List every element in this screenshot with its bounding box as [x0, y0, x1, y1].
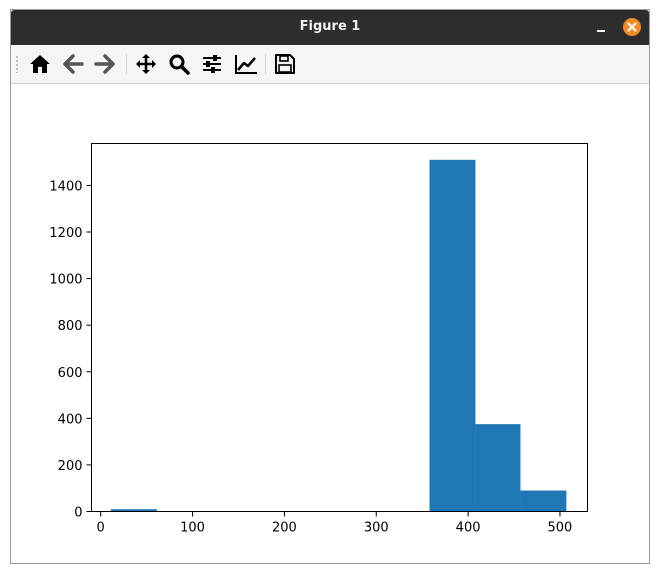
x-tick-label: 0	[97, 521, 105, 536]
toolbar-separator	[126, 54, 127, 74]
toolbar-grip[interactable]	[15, 55, 19, 73]
y-tick-label: 0	[74, 506, 82, 521]
close-icon	[627, 22, 637, 32]
y-tick-label: 600	[58, 366, 83, 381]
pan-button[interactable]	[133, 51, 159, 77]
toolbar-separator	[265, 54, 266, 74]
histogram-chart[interactable]: 0 100 200 300 400 500 0 200 400 600 800 1000 1200 140…	[11, 84, 649, 564]
plot-axes-frame	[91, 143, 588, 512]
histogram-bar	[475, 424, 521, 512]
y-tick-label: 1000	[49, 273, 82, 288]
forward-button[interactable]	[92, 51, 118, 77]
sliders-icon	[203, 55, 221, 73]
histogram-bar	[429, 159, 476, 512]
save-button[interactable]	[272, 51, 298, 77]
x-tick-label: 500	[548, 521, 573, 536]
back-button[interactable]	[60, 51, 86, 77]
close-button[interactable]	[623, 18, 641, 36]
x-tick-label: 100	[180, 521, 205, 536]
histogram-bar	[520, 490, 567, 512]
window-title: Figure 1	[299, 19, 361, 34]
y-tick-label: 400	[58, 412, 83, 427]
histogram-bar	[110, 509, 157, 512]
y-tick-label: 200	[58, 459, 83, 474]
x-tick-label: 200	[272, 521, 297, 536]
minimize-button[interactable]	[595, 21, 609, 35]
home-icon	[30, 55, 50, 73]
y-tick-label: 1200	[49, 226, 82, 241]
title-bar[interactable]: Figure 1	[11, 10, 649, 45]
x-tick-label: 300	[364, 521, 389, 536]
toolbar	[11, 45, 649, 84]
move-icon	[136, 54, 156, 74]
x-tick-label: 400	[456, 521, 481, 536]
arrow-right-icon	[94, 54, 115, 74]
subplots-button[interactable]	[199, 51, 225, 77]
arrow-left-icon	[63, 54, 84, 74]
floppy-disk-icon	[275, 54, 295, 74]
y-tick-label: 800	[58, 319, 83, 334]
customize-button[interactable]	[232, 51, 258, 77]
line-chart-icon	[235, 55, 257, 74]
y-tick-label: 1400	[49, 179, 82, 194]
home-button[interactable]	[27, 51, 53, 77]
zoom-button[interactable]	[166, 51, 192, 77]
figure-window: Figure 1	[10, 9, 650, 564]
magnifier-icon	[169, 54, 190, 75]
